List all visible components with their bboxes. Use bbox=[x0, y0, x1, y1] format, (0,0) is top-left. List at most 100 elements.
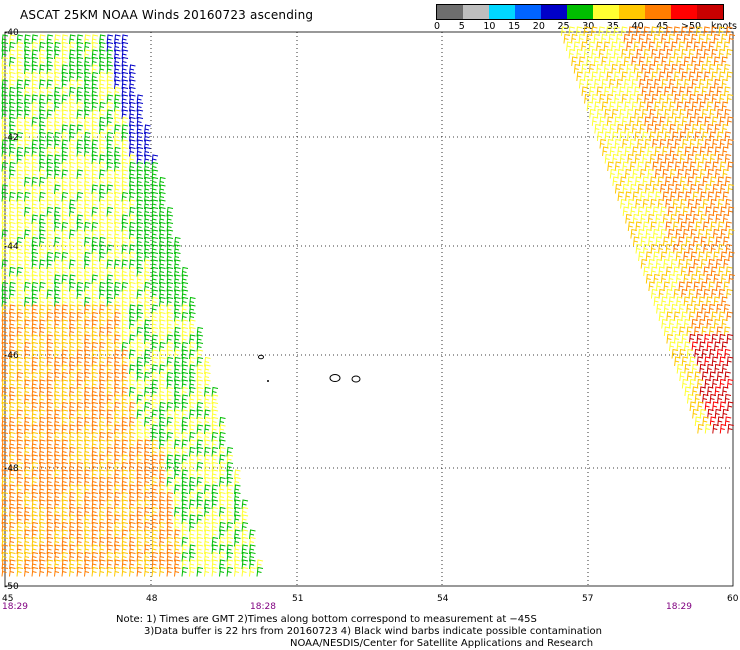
wind-barb bbox=[84, 334, 91, 345]
wind-barb bbox=[622, 183, 630, 194]
wind-barb bbox=[196, 536, 204, 547]
wind-barb bbox=[39, 386, 46, 397]
wind-barb bbox=[91, 206, 99, 217]
wind-barb bbox=[39, 281, 46, 292]
wind-barb bbox=[634, 153, 642, 164]
wind-barb bbox=[676, 101, 684, 112]
wind-barb bbox=[39, 161, 46, 172]
wind-barb bbox=[719, 378, 726, 389]
wind-barb bbox=[69, 94, 76, 105]
wind-barb bbox=[61, 41, 69, 52]
legend-swatch bbox=[697, 5, 723, 19]
wind-barb bbox=[226, 469, 234, 480]
wind-barb bbox=[16, 431, 24, 442]
wind-barb bbox=[84, 394, 91, 405]
wind-barb bbox=[84, 191, 91, 202]
wind-barb bbox=[106, 184, 114, 195]
wind-barb bbox=[46, 349, 54, 360]
wind-barb bbox=[166, 266, 174, 277]
wind-barb bbox=[39, 214, 46, 225]
wind-barb bbox=[727, 423, 734, 434]
wind-barb bbox=[31, 521, 39, 532]
wind-barb bbox=[708, 63, 716, 74]
wind-barb bbox=[129, 161, 136, 172]
wind-barb bbox=[204, 379, 211, 390]
wind-barb bbox=[84, 544, 91, 555]
wind-barb bbox=[641, 41, 648, 52]
wind-barb bbox=[166, 341, 174, 352]
wind-barb bbox=[114, 341, 121, 352]
wind-barb bbox=[637, 228, 645, 239]
wind-barb bbox=[640, 258, 648, 269]
wind-barb bbox=[159, 431, 166, 442]
wind-barb bbox=[166, 559, 174, 570]
wind-barb bbox=[666, 116, 674, 127]
wind-barb bbox=[226, 536, 234, 547]
wind-barb bbox=[700, 258, 708, 269]
wind-barb bbox=[31, 41, 39, 52]
wind-barb bbox=[69, 484, 76, 495]
wind-barb bbox=[9, 221, 16, 232]
wind-barb bbox=[121, 454, 129, 465]
wind-barb bbox=[609, 123, 616, 134]
wind-barb bbox=[720, 251, 728, 262]
wind-barb bbox=[91, 484, 99, 495]
wind-barb bbox=[129, 559, 136, 570]
wind-barb bbox=[121, 56, 129, 67]
wind-barb bbox=[204, 566, 211, 577]
wind-barb bbox=[106, 566, 114, 577]
wind-barb bbox=[647, 213, 655, 224]
wind-barb bbox=[136, 401, 144, 412]
wind-barb bbox=[174, 499, 181, 510]
wind-barb bbox=[16, 536, 24, 547]
wind-barb bbox=[645, 228, 652, 239]
wind-barb bbox=[121, 356, 129, 367]
wind-barb bbox=[234, 506, 241, 517]
wind-barb bbox=[91, 56, 99, 67]
wind-barb bbox=[16, 86, 24, 97]
wind-barb bbox=[24, 544, 31, 555]
wind-barb bbox=[716, 108, 724, 119]
wind-barb bbox=[54, 529, 61, 540]
wind-barb bbox=[181, 476, 189, 487]
wind-barb bbox=[586, 101, 594, 112]
wind-barb bbox=[181, 461, 189, 472]
wind-barb bbox=[91, 326, 99, 337]
wind-barb bbox=[616, 123, 624, 134]
wind-barb bbox=[655, 281, 663, 292]
wind-barb bbox=[677, 191, 685, 202]
wind-barb bbox=[619, 176, 627, 187]
wind-barb bbox=[54, 71, 61, 82]
wind-barb bbox=[583, 71, 591, 82]
wind-barb bbox=[1, 394, 9, 405]
wind-barb bbox=[634, 131, 642, 142]
wind-barb bbox=[76, 199, 84, 210]
wind-barb bbox=[715, 258, 723, 269]
wind-barb bbox=[39, 71, 46, 82]
wind-barb bbox=[599, 138, 607, 149]
wind-barb bbox=[31, 461, 39, 472]
wind-barb bbox=[114, 191, 121, 202]
wind-barb bbox=[121, 416, 129, 427]
wind-barb bbox=[39, 199, 46, 210]
wind-barb bbox=[671, 303, 678, 314]
wind-barb bbox=[46, 244, 54, 255]
wind-barb bbox=[234, 544, 241, 555]
wind-barb bbox=[121, 371, 129, 382]
wind-barb bbox=[693, 303, 701, 314]
wind-barb bbox=[697, 228, 705, 239]
wind-barb bbox=[724, 393, 732, 404]
wind-barb bbox=[16, 364, 24, 375]
wind-barb bbox=[39, 154, 46, 165]
wind-barb bbox=[54, 514, 61, 525]
wind-barb bbox=[24, 514, 31, 525]
wind-barb bbox=[241, 499, 249, 510]
wind-barb bbox=[69, 131, 76, 142]
wind-barb bbox=[61, 409, 69, 420]
wind-barb bbox=[114, 146, 121, 157]
wind-barb bbox=[31, 371, 39, 382]
wind-barb bbox=[16, 296, 24, 307]
wind-barb bbox=[61, 79, 69, 90]
wind-barb bbox=[114, 176, 121, 187]
wind-barb bbox=[76, 116, 84, 127]
